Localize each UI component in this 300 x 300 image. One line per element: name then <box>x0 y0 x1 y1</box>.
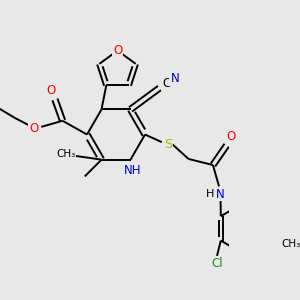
Text: O: O <box>46 84 56 97</box>
Text: O: O <box>113 44 122 57</box>
Text: Cl: Cl <box>211 257 223 270</box>
Text: CH₃: CH₃ <box>56 149 75 159</box>
Text: NH: NH <box>124 164 142 177</box>
Text: CH₃: CH₃ <box>281 239 300 249</box>
Text: O: O <box>226 130 235 142</box>
Text: N: N <box>170 72 179 86</box>
Text: N: N <box>216 188 225 201</box>
Text: O: O <box>29 122 38 135</box>
Text: H: H <box>206 189 214 199</box>
Text: C: C <box>162 77 170 90</box>
Text: S: S <box>164 138 172 151</box>
